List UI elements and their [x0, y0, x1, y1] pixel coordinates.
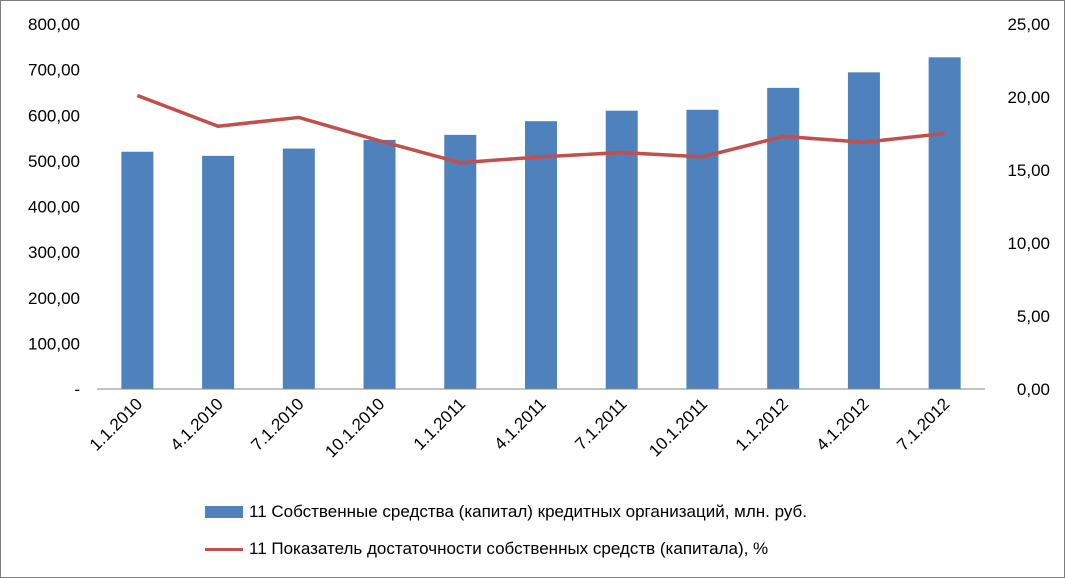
- x-tick-label: 7.1.2012: [893, 394, 953, 454]
- x-tick-label: 4.1.2012: [813, 394, 873, 454]
- right-tick-label: 20,00: [1007, 88, 1050, 107]
- bar: [363, 139, 396, 389]
- x-axis-ticks: 1.1.2010 4.1.2010 7.1.2010 10.1.2010 1.1.201…: [86, 394, 954, 461]
- bar: [847, 72, 880, 390]
- legend-label-line: 11 Показатель достаточности собственных …: [249, 539, 769, 558]
- right-tick-label: 0,00: [1017, 380, 1050, 399]
- left-tick-label: 300,00: [28, 243, 80, 262]
- left-axis-ticks: - 100,00 200,00 300,00 400,00 500,00 600,00 700…: [28, 15, 80, 399]
- x-tick-label: 7.1.2011: [571, 394, 630, 453]
- right-axis-ticks: 0,00 5,00 10,00 15,00 20,00 25,00: [1007, 15, 1050, 399]
- legend-line-swatch: [205, 547, 243, 551]
- x-tick-label: 10.1.2010: [321, 394, 388, 461]
- bar: [605, 110, 638, 389]
- x-tick-label: 10.1.2011: [645, 394, 711, 460]
- x-tick-label: 1.1.2011: [410, 394, 469, 453]
- right-tick-label: 5,00: [1017, 307, 1050, 326]
- legend-item-line: 11 Показатель достаточности собственных …: [205, 537, 768, 561]
- x-tick-label: 1.1.2010: [86, 394, 146, 454]
- bar: [444, 134, 477, 389]
- x-tick-label: 7.1.2010: [247, 394, 307, 454]
- legend-item-bar: 11 Собственные средства (капитал) кредит…: [205, 500, 807, 524]
- bar-series: [121, 57, 961, 390]
- left-tick-label: 200,00: [28, 289, 80, 308]
- left-tick-label: 100,00: [28, 334, 80, 353]
- left-tick-label: 800,00: [28, 15, 80, 34]
- x-tick-label: 4.1.2011: [490, 394, 549, 453]
- line-series: [136, 93, 945, 165]
- bar: [686, 109, 719, 390]
- x-tick-label: 1.1.2012: [732, 394, 792, 454]
- right-tick-label: 25,00: [1007, 15, 1050, 34]
- left-tick-label: -: [74, 380, 80, 399]
- right-tick-label: 10,00: [1007, 234, 1050, 253]
- bar: [121, 151, 154, 389]
- bar: [525, 121, 557, 390]
- legend-bar-swatch: [205, 506, 243, 518]
- legend-label-bar: 11 Собственные средства (капитал) кредит…: [249, 502, 808, 521]
- right-tick-label: 15,00: [1007, 161, 1050, 180]
- left-tick-label: 400,00: [28, 198, 80, 217]
- x-tick-label: 4.1.2010: [167, 394, 227, 454]
- bar: [282, 148, 315, 389]
- left-tick-label: 500,00: [28, 152, 80, 171]
- bar: [767, 87, 800, 389]
- bar: [928, 57, 961, 390]
- bar: [202, 155, 235, 389]
- line-path: [136, 93, 945, 165]
- left-tick-label: 600,00: [28, 106, 80, 125]
- left-tick-label: 700,00: [28, 61, 80, 80]
